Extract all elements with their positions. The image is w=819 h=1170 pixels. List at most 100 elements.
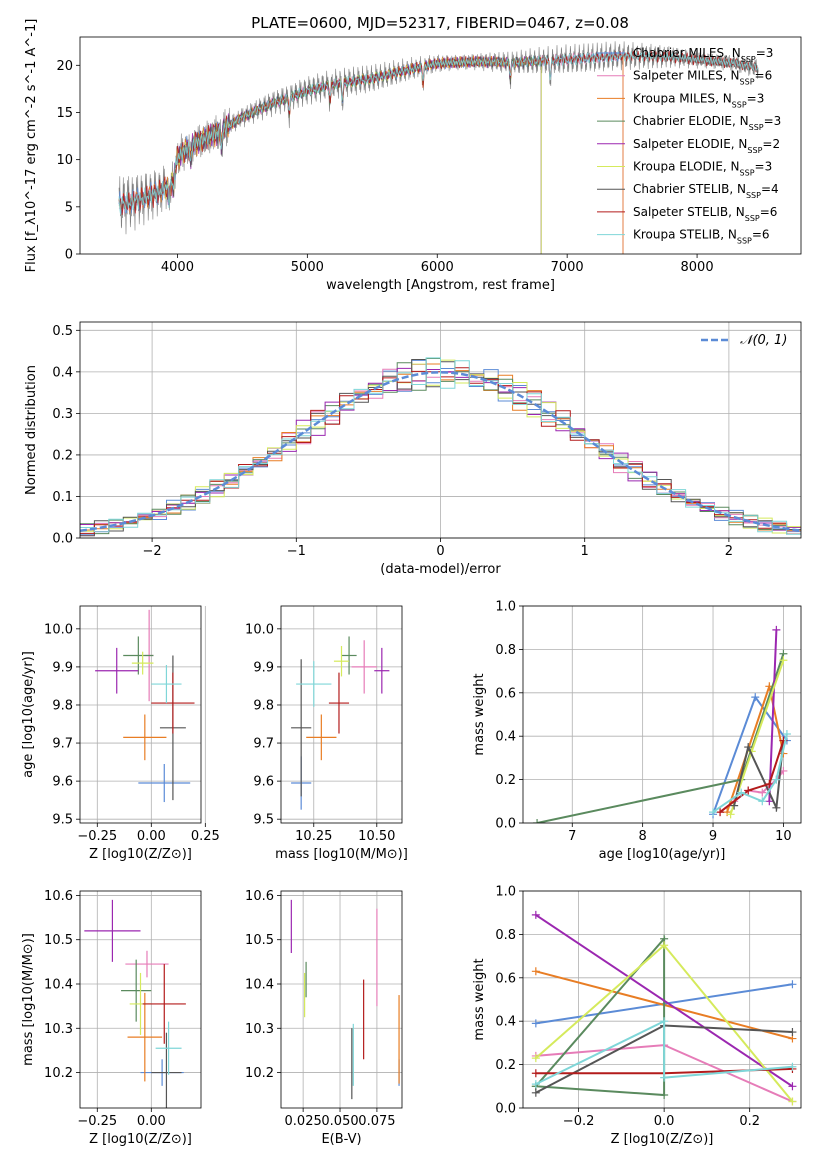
y-axis-label: mass weight bbox=[472, 673, 487, 755]
axes-frame bbox=[522, 605, 802, 824]
y-tick-label: 9.6 bbox=[52, 775, 73, 790]
axes-frame bbox=[79, 321, 802, 539]
axes: 0.025 0.050 0.075 10.2 10.3 10.4 10.5 10.6 E(B-V… bbox=[245, 889, 403, 1147]
y-tick-label: 9.9 bbox=[253, 660, 274, 675]
y-tick-label: 0 bbox=[65, 248, 73, 263]
legend-nssp-sub: SSP bbox=[732, 100, 747, 109]
series-marker bbox=[531, 1019, 540, 1028]
x-tick-label: 2 bbox=[725, 544, 733, 559]
series-marker bbox=[788, 1062, 797, 1071]
y-tick-label: 10.6 bbox=[245, 889, 274, 904]
legend-nssp-value: 4 bbox=[771, 182, 779, 196]
legend-nssp-eq: = bbox=[761, 182, 771, 196]
series-marker bbox=[758, 788, 767, 797]
legend-nssp-sub: SSP bbox=[740, 77, 755, 86]
series-line bbox=[536, 653, 785, 823]
legend-nssp-prefix: , N bbox=[720, 228, 737, 242]
series-line bbox=[768, 629, 778, 802]
normal-curve-line bbox=[80, 371, 801, 532]
legend-entry: Salpeter MILES, NSSP=6 bbox=[633, 69, 772, 87]
gridlines bbox=[80, 606, 206, 823]
y-tick-label: 0.8 bbox=[495, 928, 516, 943]
x-axis-label: E(B-V) bbox=[321, 1132, 361, 1147]
x-tick-label: 0.0 bbox=[654, 1114, 675, 1129]
x-tick-label: 0.075 bbox=[358, 1114, 395, 1129]
x-tick-label: 9 bbox=[709, 829, 717, 844]
series-marker bbox=[744, 743, 753, 752]
legend-nssp-prefix: , N bbox=[723, 160, 740, 174]
legend-nssp-value: 6 bbox=[770, 205, 778, 219]
x-axis-label: (data-model)/error bbox=[380, 562, 501, 577]
legend-nssp-value: 6 bbox=[762, 228, 770, 242]
x-axis-label: Z [log10(Z/Z⊙)] bbox=[89, 847, 192, 862]
x-axis-label: Z [log10(Z/Z⊙)] bbox=[611, 1132, 714, 1147]
y-axis-label: mass weight bbox=[472, 958, 487, 1040]
series-marker bbox=[660, 1090, 669, 1099]
x-tick-label: 4000 bbox=[161, 260, 194, 275]
legend-nssp-value: 2 bbox=[772, 137, 780, 151]
series-marker bbox=[782, 730, 791, 739]
gridlines bbox=[281, 891, 402, 1108]
series-marker bbox=[788, 980, 797, 989]
y-tick-label: 10.2 bbox=[44, 1066, 73, 1081]
series-marker bbox=[533, 819, 542, 823]
legend-nssp-prefix: , N bbox=[728, 205, 745, 219]
y-tick-label: 0.2 bbox=[495, 773, 516, 788]
model-spectrum-line bbox=[118, 51, 759, 215]
y-tick-label: 9.8 bbox=[52, 698, 73, 713]
plot-area bbox=[531, 910, 797, 1106]
y-tick-label: 10 bbox=[56, 153, 73, 168]
series-marker bbox=[531, 1069, 540, 1078]
x-tick-label: 7000 bbox=[551, 260, 584, 275]
plot-area bbox=[84, 899, 186, 1108]
panel-mass-vs-ebv: 0.025 0.050 0.075 10.2 10.3 10.4 10.5 10.6 E(B-V… bbox=[245, 889, 403, 1147]
y-tick-label: 0.3 bbox=[52, 407, 73, 422]
plot-area bbox=[80, 357, 801, 537]
plot-area bbox=[291, 636, 390, 810]
legend-name: Chabrier STELIB bbox=[633, 182, 729, 196]
y-tick-label: 0.5 bbox=[52, 324, 73, 339]
legend-nssp-eq: = bbox=[764, 114, 774, 128]
y-tick-label: 15 bbox=[56, 106, 73, 121]
series-marker bbox=[531, 967, 540, 976]
axes-frame bbox=[522, 890, 802, 1109]
axes: 4000 5000 6000 7000 8000 0 5 10 15 20 wavelength [… bbox=[24, 19, 802, 293]
y-tick-label: 1.0 bbox=[495, 885, 516, 900]
legend-nssp-sub: SSP bbox=[746, 191, 761, 200]
y-tick-label: 9.7 bbox=[52, 737, 73, 752]
legend-entry: Kroupa STELIB, NSSP=6 bbox=[633, 228, 770, 246]
plot-area bbox=[290, 899, 400, 1100]
panel-age-vs-Z: −0.25 0.00 0.25 9.5 9.6 9.7 9.8 9.9 10.0 Z [log10… bbox=[21, 605, 220, 862]
legend-name: Kroupa STELIB bbox=[633, 228, 720, 242]
y-tick-label: 0.1 bbox=[52, 490, 73, 505]
series-marker bbox=[788, 1097, 797, 1106]
series-marker bbox=[726, 810, 735, 819]
legend-entry-normal: 𝒩(0, 1) bbox=[740, 333, 787, 348]
legend-entry: Kroupa MILES, NSSP=3 bbox=[633, 91, 764, 109]
y-tick-label: 0.4 bbox=[52, 365, 73, 380]
series-marker bbox=[772, 775, 781, 784]
legend-nssp-value: 3 bbox=[765, 160, 773, 174]
legend-nssp-sub: SSP bbox=[747, 145, 762, 154]
y-tick-label: 9.7 bbox=[253, 737, 274, 752]
series-marker bbox=[772, 803, 781, 812]
axes-frame bbox=[280, 605, 403, 824]
x-tick-label: 10.25 bbox=[295, 829, 332, 844]
series-line bbox=[733, 740, 785, 812]
axes: −0.2 0.0 0.2 0.0 0.2 0.4 0.6 0.8 1.0 Z [log10(Z/Z… bbox=[472, 885, 802, 1147]
panel-residuals: −2 −1 0 1 2 0.0 0.1 0.2 0.3 0.4 0.5 (data-model)/er… bbox=[24, 321, 802, 577]
axes: 7 8 9 10 0.0 0.2 0.4 0.6 0.8 1.0 age [log10(age/yr… bbox=[472, 600, 802, 862]
legend-entry: Salpeter STELIB, NSSP=6 bbox=[633, 205, 777, 223]
panel-spectrum: 4000 5000 6000 7000 8000 0 5 10 15 20 wavelength [… bbox=[24, 19, 802, 293]
legend-entry: Chabrier MILES, NSSP=3 bbox=[633, 46, 773, 64]
x-tick-label: 0.050 bbox=[321, 1114, 358, 1129]
y-tick-label: 0.2 bbox=[52, 448, 73, 463]
series-line bbox=[535, 1019, 793, 1085]
y-axis-label: Normed distribution bbox=[24, 365, 39, 495]
gridlines bbox=[281, 606, 402, 823]
x-axis-label: mass [log10(M/M⊙)] bbox=[275, 847, 408, 862]
series-marker bbox=[660, 941, 669, 950]
y-tick-label: 20 bbox=[56, 59, 73, 74]
y-tick-label: 0.8 bbox=[495, 643, 516, 658]
x-axis-label: wavelength [Angstrom, rest frame] bbox=[326, 278, 555, 293]
